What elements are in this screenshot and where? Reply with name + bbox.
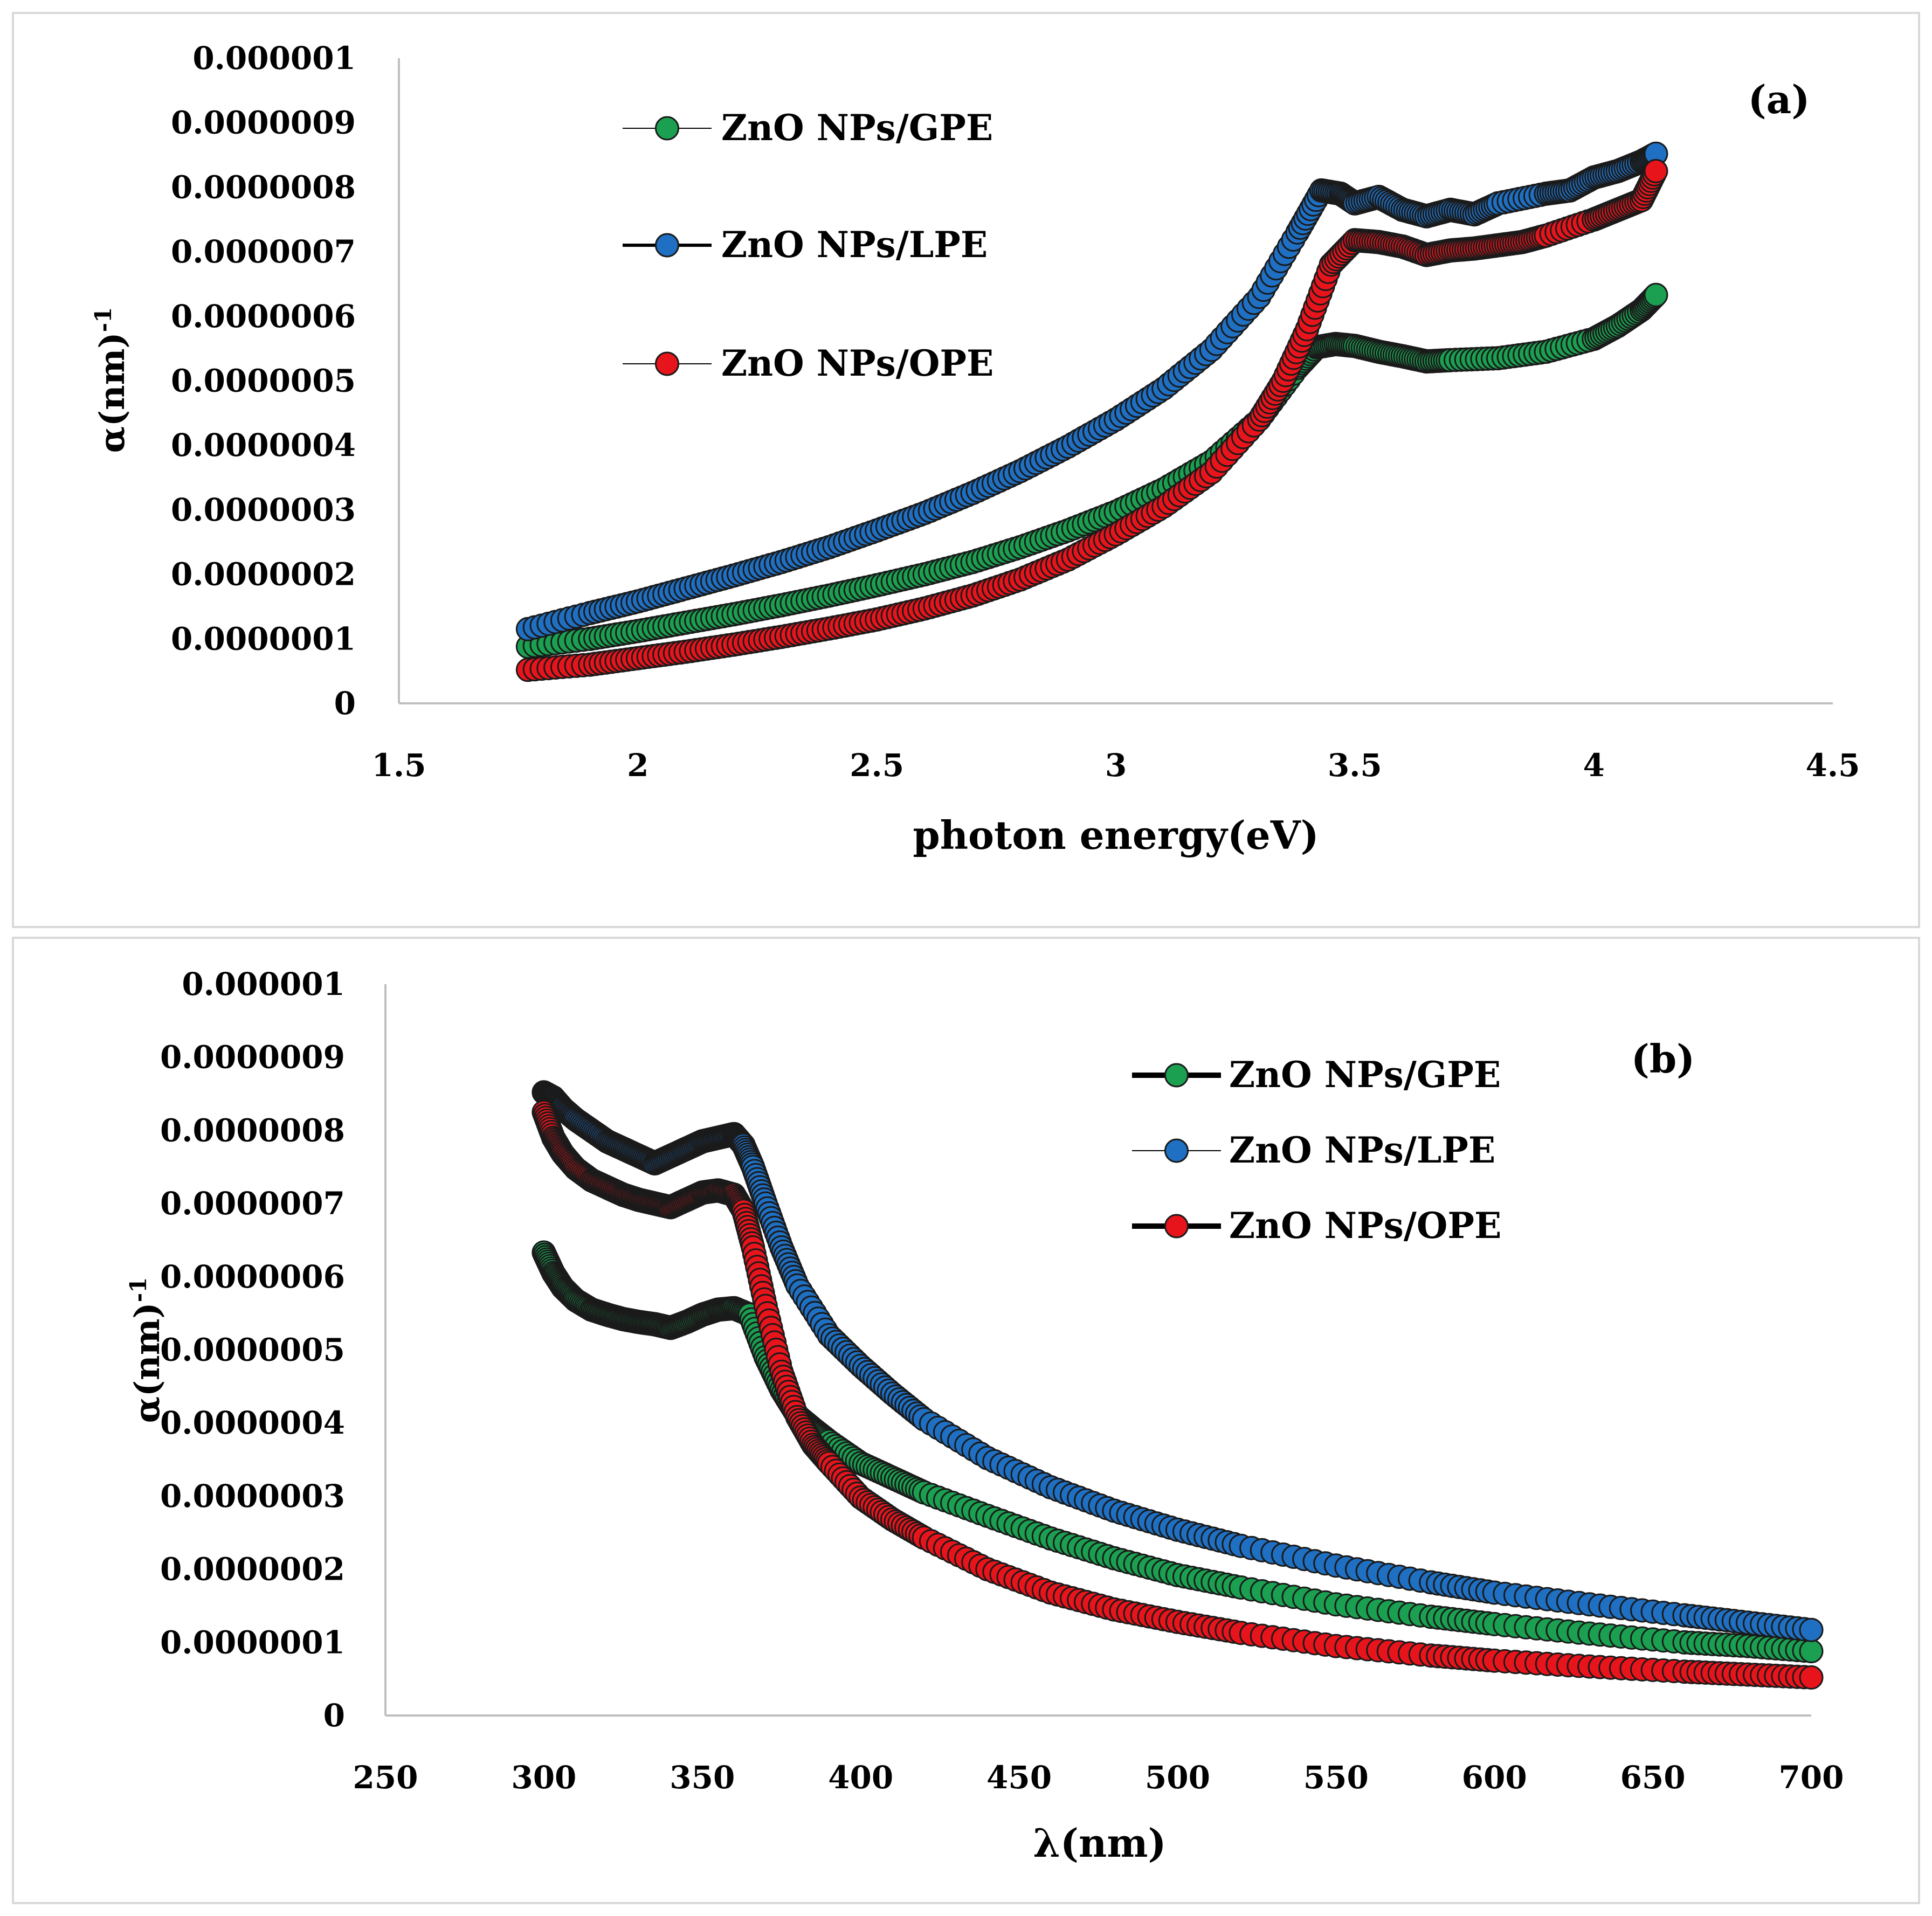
y-tick-label: 0.0000008 bbox=[160, 1112, 345, 1149]
x-axis-title: λ(nm) bbox=[1033, 1820, 1166, 1866]
legend-label: ZnO NPs/GPE bbox=[1229, 1054, 1501, 1096]
y-tick-label: 0.0000006 bbox=[160, 1258, 345, 1295]
y-tick-label: 0.0000002 bbox=[160, 1551, 345, 1588]
data-point bbox=[1799, 1639, 1824, 1664]
y-tick-label: 0.0000004 bbox=[171, 427, 356, 464]
legend-marker bbox=[655, 233, 679, 258]
y-tick-label: 0.0000009 bbox=[171, 105, 356, 141]
chart-b: 0 0.0000001 0.0000002 0.0000003 0.0000004 0.0… bbox=[125, 966, 1844, 1866]
legend-marker bbox=[1164, 1138, 1189, 1163]
x-tick-label: 550 bbox=[1303, 1759, 1369, 1796]
series-zno-nps-ope bbox=[515, 159, 1668, 682]
panel-label: (b) bbox=[1631, 1036, 1695, 1082]
chart-a: 0 0.0000001 0.0000002 0.0000003 0.0000004 0.0… bbox=[90, 40, 1860, 858]
x-tick-label: 4.5 bbox=[1806, 747, 1860, 784]
panel-label: (a) bbox=[1748, 77, 1810, 122]
x-tick-label: 2 bbox=[627, 747, 648, 784]
series-zno-nps-gpe bbox=[515, 282, 1668, 659]
y-tick-label: 0.0000005 bbox=[171, 363, 356, 399]
x-axis-title: photon energy(eV) bbox=[913, 812, 1319, 858]
data-point bbox=[1644, 282, 1668, 307]
y-tick-label: 0.0000003 bbox=[171, 492, 356, 528]
y-axis-title: α(nm)-1 bbox=[90, 307, 133, 453]
y-tick-label: 0.000001 bbox=[182, 966, 345, 1002]
x-tick-label: 2.5 bbox=[850, 747, 904, 784]
y-tick-label: 0.0000003 bbox=[160, 1478, 345, 1514]
y-tick-label: 0.0000004 bbox=[160, 1405, 345, 1441]
legend-label: ZnO NPs/GPE bbox=[721, 107, 993, 149]
legend-label: ZnO NPs/OPE bbox=[721, 342, 993, 384]
y-tick-label: 0.0000007 bbox=[160, 1185, 345, 1222]
series-zno-nps-lpe bbox=[515, 141, 1668, 641]
data-point bbox=[1799, 1617, 1824, 1642]
legend-marker bbox=[655, 351, 679, 376]
x-tick-label: 250 bbox=[353, 1759, 418, 1796]
x-tick-label: 350 bbox=[670, 1759, 735, 1796]
y-axis-title: α(nm)-1 bbox=[125, 1277, 168, 1423]
y-tick-label: 0.0000007 bbox=[171, 233, 356, 270]
legend-label: ZnO NPs/LPE bbox=[1229, 1129, 1495, 1171]
chart-panel-b bbox=[12, 937, 1920, 1904]
x-tick-label: 400 bbox=[828, 1759, 893, 1796]
y-tick-label: 0 bbox=[334, 685, 356, 722]
legend-marker bbox=[1164, 1063, 1189, 1088]
legend-label: ZnO NPs/LPE bbox=[721, 224, 988, 266]
x-tick-label: 300 bbox=[511, 1759, 576, 1796]
y-tick-label: 0.000001 bbox=[192, 40, 356, 77]
legend-marker bbox=[1164, 1214, 1189, 1239]
y-tick-label: 0.0000008 bbox=[171, 169, 356, 205]
y-tick-label: 0.0000009 bbox=[160, 1039, 345, 1076]
x-tick-label: 1.5 bbox=[372, 747, 426, 784]
series-zno-nps-ope bbox=[532, 1100, 1824, 1690]
y-tick-label: 0.0000001 bbox=[160, 1624, 345, 1661]
x-tick-label: 700 bbox=[1778, 1759, 1844, 1796]
x-tick-label: 3 bbox=[1105, 747, 1127, 784]
x-tick-label: 450 bbox=[986, 1759, 1052, 1796]
legend-label: ZnO NPs/OPE bbox=[1229, 1205, 1501, 1247]
x-tick-label: 650 bbox=[1620, 1759, 1686, 1796]
y-tick-label: 0.0000006 bbox=[171, 298, 356, 335]
x-tick-label: 600 bbox=[1462, 1759, 1527, 1796]
y-tick-label: 0.0000002 bbox=[171, 556, 356, 593]
x-tick-label: 3.5 bbox=[1328, 747, 1382, 784]
data-point bbox=[1799, 1665, 1824, 1690]
series-zno-nps-lpe bbox=[532, 1080, 1824, 1642]
legend-marker bbox=[655, 116, 679, 141]
y-tick-label: 0 bbox=[323, 1697, 345, 1734]
x-tick-label: 500 bbox=[1145, 1759, 1210, 1796]
y-tick-label: 0.0000001 bbox=[171, 620, 356, 657]
x-tick-label: 4 bbox=[1583, 747, 1604, 784]
data-point bbox=[1644, 159, 1668, 183]
y-tick-label: 0.0000005 bbox=[160, 1332, 345, 1368]
